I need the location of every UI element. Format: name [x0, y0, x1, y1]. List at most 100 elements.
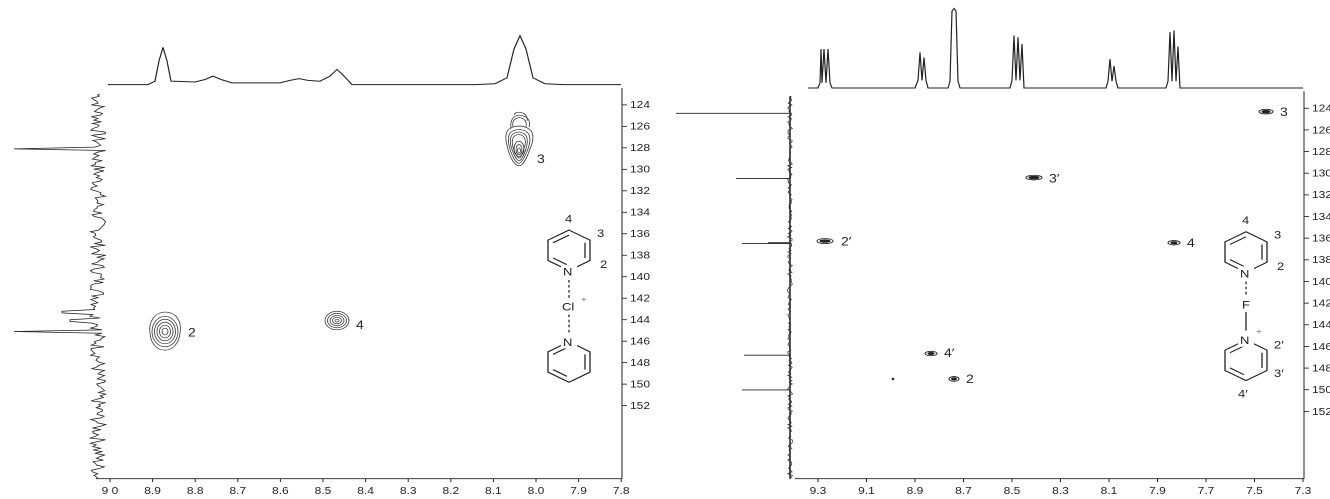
x-tick-label: 8.2	[442, 486, 459, 497]
y-tick-label: 150	[1312, 385, 1330, 396]
y-tick-label: 144	[1312, 320, 1330, 331]
y-tick-label: 142	[1312, 298, 1330, 309]
y-tick-label: 144	[630, 315, 650, 326]
left-plot-frame	[108, 88, 622, 479]
right-peak-4prime-label: 4′	[944, 346, 955, 360]
right-panel: 124 126 128 130 132 134 136 138 140 142 144 146 148 1…	[676, 7, 1330, 497]
right-n-charge: +	[1256, 327, 1262, 336]
right-peak-2prime-label: 2′	[841, 234, 852, 248]
y-tick-label: 152	[630, 401, 650, 412]
x-tick-label: 8.4	[357, 486, 374, 497]
right-peak-4-label: 4	[1187, 236, 1195, 250]
x-tick-label: 8.7	[229, 486, 246, 497]
left-ring-label-4: 4	[565, 212, 573, 225]
left-x-axis-ticks: 9 0 8.9 8.8 8.7 8.6 8.5 8.4 8.3 8.2 8.1 8.0 7.9 7.8	[102, 478, 630, 497]
left-y-axis-ticks: 124 126 128 130 132 134 136 138 140 142 144 146 148 1…	[622, 100, 650, 412]
right-ring-label-2prime: 2′	[1274, 338, 1284, 351]
left-ring-label-3: 3	[597, 227, 605, 240]
y-tick-label: 138	[1312, 255, 1330, 266]
right-ring-label-4prime: 4′	[1238, 387, 1248, 400]
left-n-top: N	[563, 266, 572, 279]
left-ring-label-2: 2	[600, 258, 608, 271]
y-tick-label: 140	[1312, 277, 1330, 288]
left-peak-2-contour	[149, 311, 181, 351]
right-peak-2-label: 2	[966, 372, 974, 386]
left-peak-4-contour	[324, 310, 350, 331]
left-13c-projection	[13, 94, 108, 479]
y-tick-label: 126	[630, 122, 650, 133]
y-tick-label: 124	[1312, 103, 1330, 114]
x-tick-label: 8.9	[144, 486, 161, 497]
right-ring-label-4: 4	[1242, 214, 1250, 227]
x-tick-label: 7.8	[613, 486, 630, 497]
right-peak-3prime-contour	[1025, 174, 1043, 181]
x-tick-label: 7.3	[1295, 486, 1312, 497]
y-tick-label: 146	[1312, 342, 1330, 353]
y-tick-label: 134	[1312, 212, 1330, 223]
right-y-axis-ticks: 124 126 128 130 132 134 136 138 140 142 144 146 148 1…	[1304, 103, 1330, 418]
y-tick-label: 132	[630, 186, 650, 197]
y-tick-label: 148	[1312, 363, 1330, 374]
right-13c-projection	[676, 96, 793, 479]
y-tick-label: 132	[1312, 190, 1330, 201]
right-ring-label-3: 3	[1274, 228, 1282, 241]
y-tick-label: 148	[630, 358, 650, 369]
left-peak-2-label: 2	[188, 326, 196, 340]
x-tick-label: 8.5	[315, 486, 332, 497]
right-peak-3-label: 3	[1280, 105, 1288, 119]
y-tick-label: 138	[630, 250, 650, 261]
y-tick-label: 140	[630, 272, 650, 283]
right-peak-3prime-label: 3′	[1049, 172, 1060, 186]
left-peak-3-label: 3	[537, 152, 545, 166]
right-n-top: N	[1240, 267, 1249, 280]
x-tick-label: 9 0	[102, 486, 119, 497]
x-tick-label: 9.3	[810, 486, 827, 497]
y-tick-label: 124	[630, 100, 650, 111]
x-tick-label: 8.1	[1101, 486, 1118, 497]
left-peak-3-contour	[505, 111, 534, 167]
y-tick-label: 130	[630, 164, 650, 175]
right-x-axis-ticks: 9.3 9.1 8.9 8.7 8.5 8.3 8.1 7.9 7.7 7.5 7.3	[810, 478, 1312, 497]
x-tick-label: 8.1	[485, 486, 502, 497]
left-peak-4-label: 4	[356, 318, 364, 332]
x-tick-label: 8.0	[528, 486, 545, 497]
left-cl-charge: +	[581, 295, 587, 304]
y-tick-label: 128	[630, 143, 650, 154]
right-f-atom: F	[1242, 299, 1250, 312]
y-tick-label: 128	[1312, 147, 1330, 158]
right-peak-3-contour	[1258, 108, 1274, 115]
x-tick-label: 7.9	[1149, 486, 1166, 497]
right-peak-4prime-contour	[924, 350, 938, 357]
y-tick-label: 134	[630, 207, 650, 218]
x-tick-label: 8.3	[1052, 486, 1069, 497]
right-peak-2-contour	[948, 376, 960, 382]
left-1h-projection	[108, 34, 621, 86]
right-peak-4-contour	[1167, 240, 1181, 246]
right-noise-dot	[891, 377, 895, 381]
left-panel: 124 126 128 130 132 134 136 138 140 142 144 146 148 1…	[13, 34, 650, 497]
left-n-bottom: N	[563, 336, 572, 349]
right-ring-label-2: 2	[1277, 260, 1285, 273]
y-tick-label: 136	[630, 229, 650, 240]
x-tick-label: 8.7	[955, 486, 972, 497]
right-cross-peaks	[816, 108, 1274, 382]
right-1h-projection	[808, 7, 1303, 89]
y-tick-label: 136	[1312, 233, 1330, 244]
x-tick-label: 8.6	[272, 486, 289, 497]
right-peak-2prime-contour	[816, 238, 834, 245]
x-tick-label: 8.8	[187, 486, 204, 497]
right-ring-label-3prime: 3′	[1274, 367, 1284, 380]
y-tick-label: 152	[1312, 407, 1330, 418]
x-tick-label: 7.9	[570, 486, 587, 497]
x-tick-label: 8.9	[907, 486, 924, 497]
left-cl-atom: Cl	[562, 300, 574, 313]
right-n-bottom: N	[1240, 334, 1249, 347]
x-tick-label: 8.5	[1004, 486, 1021, 497]
y-tick-label: 146	[630, 336, 650, 347]
x-tick-label: 9.1	[858, 486, 875, 497]
y-tick-label: 126	[1312, 125, 1330, 136]
x-tick-label: 7.5	[1246, 486, 1263, 497]
x-tick-label: 7.7	[1198, 486, 1215, 497]
x-tick-label: 8.3	[400, 486, 417, 497]
